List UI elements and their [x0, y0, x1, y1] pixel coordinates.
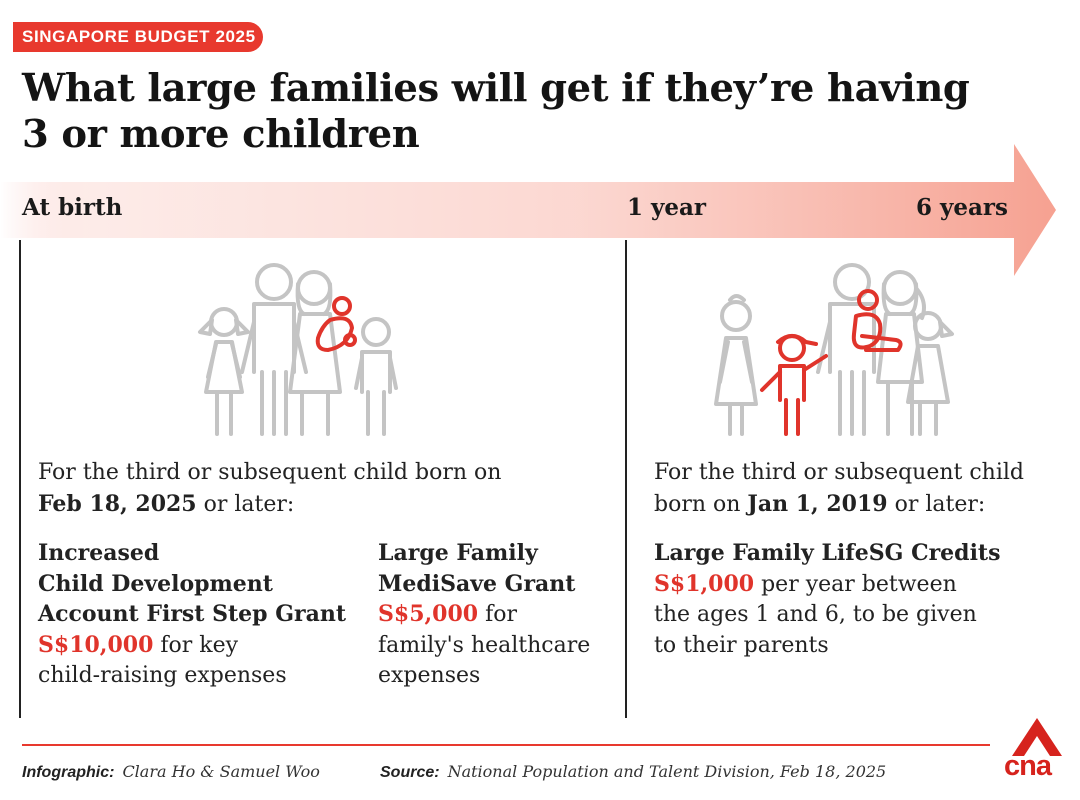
timeline-divider-1-year	[625, 240, 627, 718]
grant-2-desc-2: family's healthcare	[378, 632, 591, 658]
grant-2-amount: S$5,000	[378, 601, 479, 627]
grant-3-desc-3: to their parents	[654, 632, 829, 658]
right-intro-rest: or later:	[887, 491, 986, 517]
grant-2-name-line-1: Large Family	[378, 540, 538, 566]
infographic-label: Infographic:	[22, 764, 115, 781]
grant-3-amount: S$1,000	[654, 570, 755, 597]
infographic-authors: Clara Ho & Samuel Woo	[122, 762, 320, 781]
grant-1-desc-2: child-raising expenses	[38, 663, 287, 688]
title-line-1: What large families will get if they’re …	[22, 66, 970, 111]
left-intro-date: Feb 18, 2025	[38, 490, 197, 517]
infographic-credit: Infographic: Clara Ho & Samuel Woo	[22, 762, 320, 782]
grant-2-name-line-2: MediSave Grant	[378, 570, 576, 597]
grant-1-desc-1: for key	[153, 632, 239, 658]
cna-logo-text: cna	[1004, 750, 1052, 782]
timeline-label-1-year: 1 year	[627, 194, 707, 221]
timeline-arrow	[0, 144, 1056, 276]
cna-logo-icon	[1012, 718, 1062, 756]
father-figure-icon	[240, 263, 308, 436]
small-girl-figure-icon	[906, 311, 954, 436]
boy-figure-icon	[354, 317, 398, 436]
timeline-label-6-years: 6 years	[916, 194, 1008, 221]
source-value: National Population and Talent Division,…	[447, 762, 887, 781]
grant-child-development: Increased Child Development Account Firs…	[38, 538, 346, 692]
section-badge: SINGAPORE BUDGET 2025	[13, 22, 263, 52]
timeline-label-at-birth: At birth	[22, 194, 123, 221]
grant-1-amount: S$10,000	[38, 631, 154, 658]
right-intro-date: Jan 1, 2019	[747, 490, 888, 517]
source-label: Source:	[380, 764, 440, 781]
title-line-2: 3 or more children	[22, 112, 420, 157]
right-intro-line-1: For the third or subsequent child	[654, 460, 1025, 485]
grant-2-desc-3: expenses	[378, 663, 481, 688]
grant-3-desc-1: per year between	[754, 571, 957, 597]
left-intro: For the third or subsequent child born o…	[38, 458, 501, 520]
older-girl-figure-icon	[714, 294, 758, 436]
grant-2-amount-line: S$5,000 for	[378, 599, 590, 631]
left-intro-line-1: For the third or subsequent child born o…	[38, 460, 502, 485]
family-illustration-1-to-6-years	[714, 263, 954, 436]
right-intro: For the third or subsequent child born o…	[654, 458, 1024, 520]
grant-lifesg-credits: Large Family LifeSG Credits S$1,000 per …	[654, 538, 1000, 661]
grant-1-name-line-3: Account First Step Grant	[38, 601, 346, 627]
grant-3-desc-2: the ages 1 and 6, to be given	[654, 602, 977, 627]
source-credit: Source: National Population and Talent Di…	[380, 762, 886, 782]
footer-divider	[22, 744, 990, 746]
timeline-divider-birth	[19, 240, 21, 718]
right-intro-pre: born on	[654, 491, 748, 517]
grant-2-desc-1: for	[478, 602, 517, 627]
boy-with-cap-figure-icon	[760, 334, 828, 436]
grant-3-amount-line: S$1,000 per year between	[654, 569, 1000, 601]
left-intro-rest: or later:	[196, 491, 295, 517]
grant-medisave: Large Family MediSave Grant S$5,000 for …	[378, 538, 590, 692]
grant-1-name-line-2: Child Development	[38, 570, 273, 597]
family-illustration-at-birth	[198, 263, 398, 436]
father-figure-icon	[816, 263, 876, 436]
baby-figure-icon	[315, 296, 357, 352]
right-intro-line-2: born on Jan 1, 2019 or later:	[654, 489, 1024, 521]
mother-figure-icon	[288, 270, 342, 436]
mother-figure-icon	[876, 270, 926, 436]
page-title: What large families will get if they’re …	[22, 66, 1022, 158]
baby-figure-icon	[851, 289, 903, 352]
grant-3-name: Large Family LifeSG Credits	[654, 540, 1001, 566]
left-intro-line-2: Feb 18, 2025 or later:	[38, 489, 501, 521]
grant-1-amount-line: S$10,000 for key	[38, 630, 346, 662]
grant-1-name-line-1: Increased	[38, 540, 160, 566]
girl-figure-icon	[198, 307, 250, 436]
